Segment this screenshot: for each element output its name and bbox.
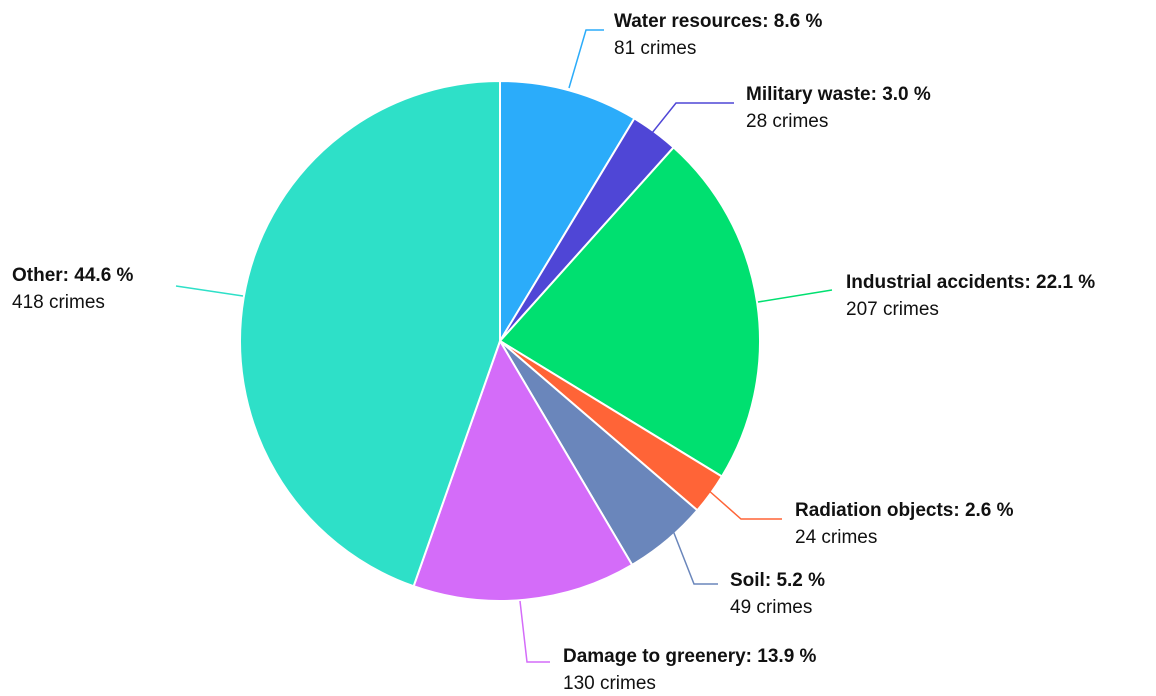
slice-count-water-resources: 81 crimes (614, 38, 696, 59)
label-connectors (175, 29, 833, 663)
slice-label-damage-to-greenery: Damage to greenery: 13.9 % (563, 646, 817, 667)
slice-count-industrial-accidents: 207 crimes (846, 299, 939, 320)
slice-label-other: Other: 44.6 % (12, 265, 134, 286)
connector-line-soil (671, 527, 718, 585)
pie-slice-industrial-accidents (499, 146, 761, 478)
connector-line-other (175, 285, 244, 297)
pie-slices (239, 80, 761, 602)
slice-count-damage-to-greenery: 130 crimes (563, 673, 656, 694)
slice-count-radiation-objects: 24 crimes (795, 527, 877, 548)
slice-label-industrial-accidents: Industrial accidents: 22.1 % (846, 272, 1095, 293)
slice-labels: Water resources: 8.6 % 81 crimes Military … (12, 11, 1095, 694)
connector-line-industrial-accidents (757, 289, 833, 303)
slice-label-soil: Soil: 5.2 % (730, 570, 825, 591)
slice-label-radiation-objects: Radiation objects: 2.6 % (795, 500, 1014, 521)
pie-slice-water-resources (499, 80, 636, 342)
slice-count-other: 418 crimes (12, 292, 105, 313)
slice-label-military-waste: Military waste: 3.0 % (746, 84, 931, 105)
pie-slice-other (239, 80, 501, 588)
slice-count-military-waste: 28 crimes (746, 111, 828, 132)
connector-line-military-waste (651, 102, 734, 134)
slice-count-soil: 49 crimes (730, 597, 812, 618)
connector-line-radiation-objects (706, 488, 782, 520)
slice-label-water-resources: Water resources: 8.6 % (614, 11, 822, 32)
connector-line-water-resources (568, 29, 604, 89)
connector-line-damage-to-greenery (519, 600, 550, 663)
pie-slice-damage-to-greenery (412, 340, 634, 602)
